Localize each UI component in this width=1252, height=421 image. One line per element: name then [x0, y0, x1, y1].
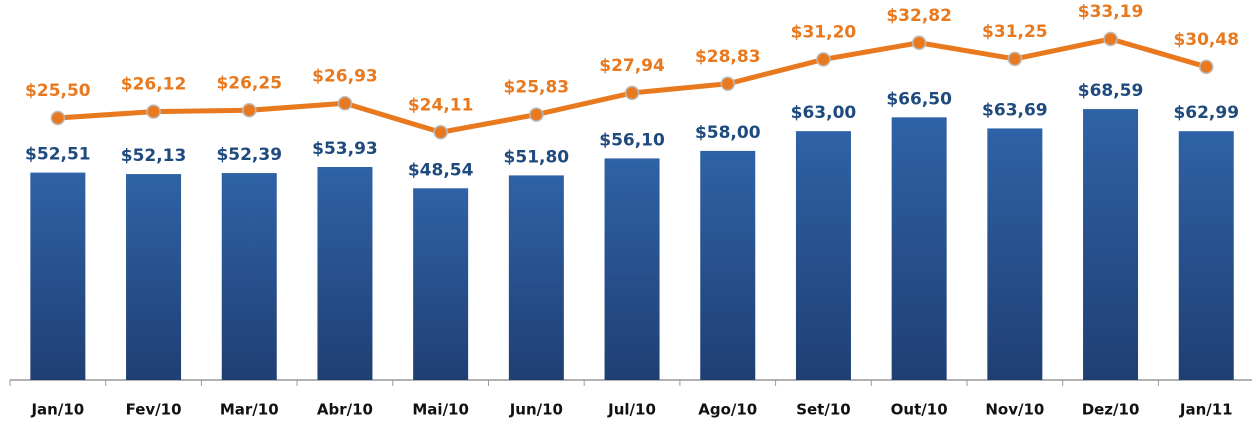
x-tick-label: Fev/10	[126, 401, 182, 419]
line-value-label: $25,83	[504, 78, 570, 98]
line-marker	[337, 96, 353, 111]
bar-value-label: $63,00	[791, 103, 857, 123]
line-value-label: $31,25	[982, 22, 1048, 42]
x-tick-label: Dez/10	[1082, 401, 1140, 419]
bar-value-label: $56,10	[599, 130, 665, 150]
x-tick-label: Jan/11	[1179, 401, 1233, 419]
line-value-label: $31,20	[791, 22, 857, 42]
line-value-label: $27,94	[599, 56, 665, 76]
line-value-label: $28,83	[695, 47, 761, 67]
bar	[795, 131, 851, 380]
bar	[987, 128, 1043, 380]
line-value-label: $26,25	[216, 73, 282, 93]
bar	[891, 117, 947, 380]
line-value-label: $24,11	[408, 95, 474, 115]
line-marker	[1103, 31, 1118, 47]
line-marker	[146, 104, 161, 119]
line-marker	[242, 103, 257, 118]
line-value-label: $30,48	[1173, 30, 1239, 50]
line-marker	[624, 85, 640, 101]
line-value-label: $33,19	[1078, 2, 1144, 22]
x-tick-label: Nov/10	[985, 401, 1044, 419]
bar	[221, 173, 277, 380]
bar-value-label: $63,69	[982, 100, 1048, 120]
line-marker	[1007, 51, 1023, 67]
line-marker	[816, 52, 831, 67]
line-marker	[911, 35, 927, 51]
bar	[1178, 131, 1234, 380]
bar	[317, 166, 373, 380]
x-tick-label: Abr/10	[317, 401, 373, 419]
bar-value-label: $58,00	[695, 123, 761, 143]
bar-value-label: $53,93	[312, 139, 378, 159]
bar-value-label: $52,51	[25, 145, 91, 165]
bar-value-label: $68,59	[1078, 81, 1144, 101]
line-marker	[433, 125, 448, 140]
bar	[604, 158, 660, 380]
bar-value-label: $52,13	[121, 146, 187, 166]
x-tick-label: Jan/10	[30, 401, 84, 419]
x-tick-label: Mai/10	[412, 401, 469, 419]
x-tick-label: Jun/10	[509, 401, 563, 419]
x-tick-label: Out/10	[891, 401, 948, 419]
line-marker	[720, 76, 735, 92]
bar	[126, 174, 182, 380]
bar	[413, 188, 469, 380]
bar-value-label: $52,39	[216, 145, 282, 165]
line-marker	[1199, 59, 1214, 75]
x-tick-label: Mar/10	[220, 401, 279, 419]
line-value-label: $26,93	[312, 66, 378, 86]
bar-value-label: $62,99	[1173, 103, 1239, 123]
bar-value-label: $51,80	[504, 147, 570, 167]
x-tick-label: Set/10	[796, 401, 851, 419]
line-value-label: $25,50	[25, 81, 91, 101]
x-tick-label: Jul/10	[607, 401, 656, 419]
bar-value-label: $48,54	[408, 160, 474, 180]
bar	[30, 172, 86, 380]
bar	[1083, 109, 1139, 381]
line-marker	[50, 110, 66, 126]
bar	[700, 150, 756, 380]
bar-value-label: $66,50	[886, 89, 952, 109]
line-marker	[529, 107, 544, 122]
line-value-label: $32,82	[886, 6, 952, 26]
x-tick-label: Ago/10	[698, 401, 757, 419]
line-value-label: $26,12	[121, 75, 187, 95]
bar	[508, 175, 564, 380]
